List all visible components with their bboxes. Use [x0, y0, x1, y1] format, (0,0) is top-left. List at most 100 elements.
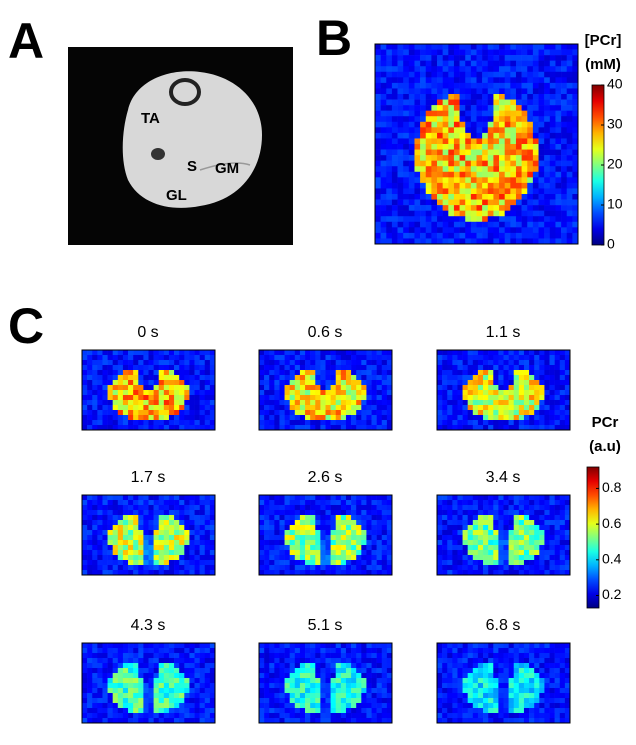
- pixel: [448, 72, 454, 78]
- region-label: S: [187, 158, 197, 175]
- pixel: [375, 72, 381, 78]
- pixel: [403, 233, 409, 239]
- pixel: [315, 550, 320, 555]
- pixel: [420, 55, 426, 61]
- pixel: [310, 560, 315, 565]
- pixel: [138, 355, 143, 360]
- pixel: [351, 648, 356, 653]
- pixel: [169, 545, 174, 550]
- pixel: [346, 678, 351, 683]
- pixel: [544, 88, 550, 94]
- pixel: [478, 565, 483, 570]
- pixel: [431, 88, 437, 94]
- pixel: [118, 708, 123, 713]
- pixel: [493, 530, 498, 535]
- pixel: [524, 560, 529, 565]
- pixel: [138, 365, 143, 370]
- pixel: [493, 355, 498, 360]
- pixel: [154, 495, 159, 500]
- pixel: [465, 161, 471, 167]
- pixel: [295, 520, 300, 525]
- pixel: [143, 693, 148, 698]
- pixel: [534, 375, 539, 380]
- pixel: [448, 183, 454, 189]
- pixel: [533, 94, 539, 100]
- pixel: [174, 683, 179, 688]
- pixel: [169, 550, 174, 555]
- pixel: [514, 678, 519, 683]
- pixel: [366, 405, 371, 410]
- pixel: [102, 540, 107, 545]
- pixel: [524, 405, 529, 410]
- pixel: [118, 698, 123, 703]
- pixel: [143, 698, 148, 703]
- pixel: [443, 66, 449, 72]
- pixel: [403, 222, 409, 228]
- pixel: [567, 116, 573, 122]
- pixel: [519, 375, 524, 380]
- pixel: [315, 400, 320, 405]
- pixel: [560, 540, 565, 545]
- pixel: [128, 703, 133, 708]
- pixel: [381, 166, 387, 172]
- pixel: [437, 172, 443, 178]
- pixel: [195, 708, 200, 713]
- pixel: [351, 505, 356, 510]
- pixel: [534, 550, 539, 555]
- pixel: [555, 495, 560, 500]
- pixel: [366, 673, 371, 678]
- pixel: [457, 648, 462, 653]
- pixel: [138, 648, 143, 653]
- pixel: [118, 703, 123, 708]
- pixel: [138, 360, 143, 365]
- pixel: [478, 658, 483, 663]
- pixel: [524, 545, 529, 550]
- pixel: [414, 100, 420, 106]
- pixel: [437, 194, 443, 200]
- pixel: [326, 375, 331, 380]
- pixel: [133, 360, 138, 365]
- pixel: [351, 500, 356, 505]
- pixel: [377, 663, 382, 668]
- pixel: [524, 505, 529, 510]
- pixel: [509, 683, 514, 688]
- pixel: [372, 555, 377, 560]
- pixel: [524, 530, 529, 535]
- pixel: [561, 138, 567, 144]
- pixel: [382, 520, 387, 525]
- pixel: [285, 520, 290, 525]
- pixel: [483, 698, 488, 703]
- pixel: [87, 415, 92, 420]
- pixel: [510, 127, 516, 133]
- pixel: [550, 72, 556, 78]
- pixel: [442, 693, 447, 698]
- pixel: [539, 668, 544, 673]
- pixel: [259, 545, 264, 550]
- pixel: [274, 420, 279, 425]
- pixel: [550, 233, 556, 239]
- pixel: [437, 410, 442, 415]
- pixel: [510, 55, 516, 61]
- pixel: [493, 390, 498, 395]
- pixel: [539, 405, 544, 410]
- pixel: [92, 420, 97, 425]
- pixel: [87, 663, 92, 668]
- pixel: [561, 188, 567, 194]
- pixel: [164, 360, 169, 365]
- pixel: [200, 698, 205, 703]
- pixel: [437, 505, 442, 510]
- pixel: [473, 410, 478, 415]
- pixel: [300, 535, 305, 540]
- pixel: [346, 535, 351, 540]
- pixel: [310, 663, 315, 668]
- pixel: [82, 500, 87, 505]
- pixel: [387, 410, 392, 415]
- pixel: [499, 177, 505, 183]
- pixel: [113, 663, 118, 668]
- pixel: [544, 520, 549, 525]
- pixel: [478, 663, 483, 668]
- pixel: [488, 420, 493, 425]
- pixel: [482, 188, 488, 194]
- pixel: [473, 663, 478, 668]
- pixel: [442, 510, 447, 515]
